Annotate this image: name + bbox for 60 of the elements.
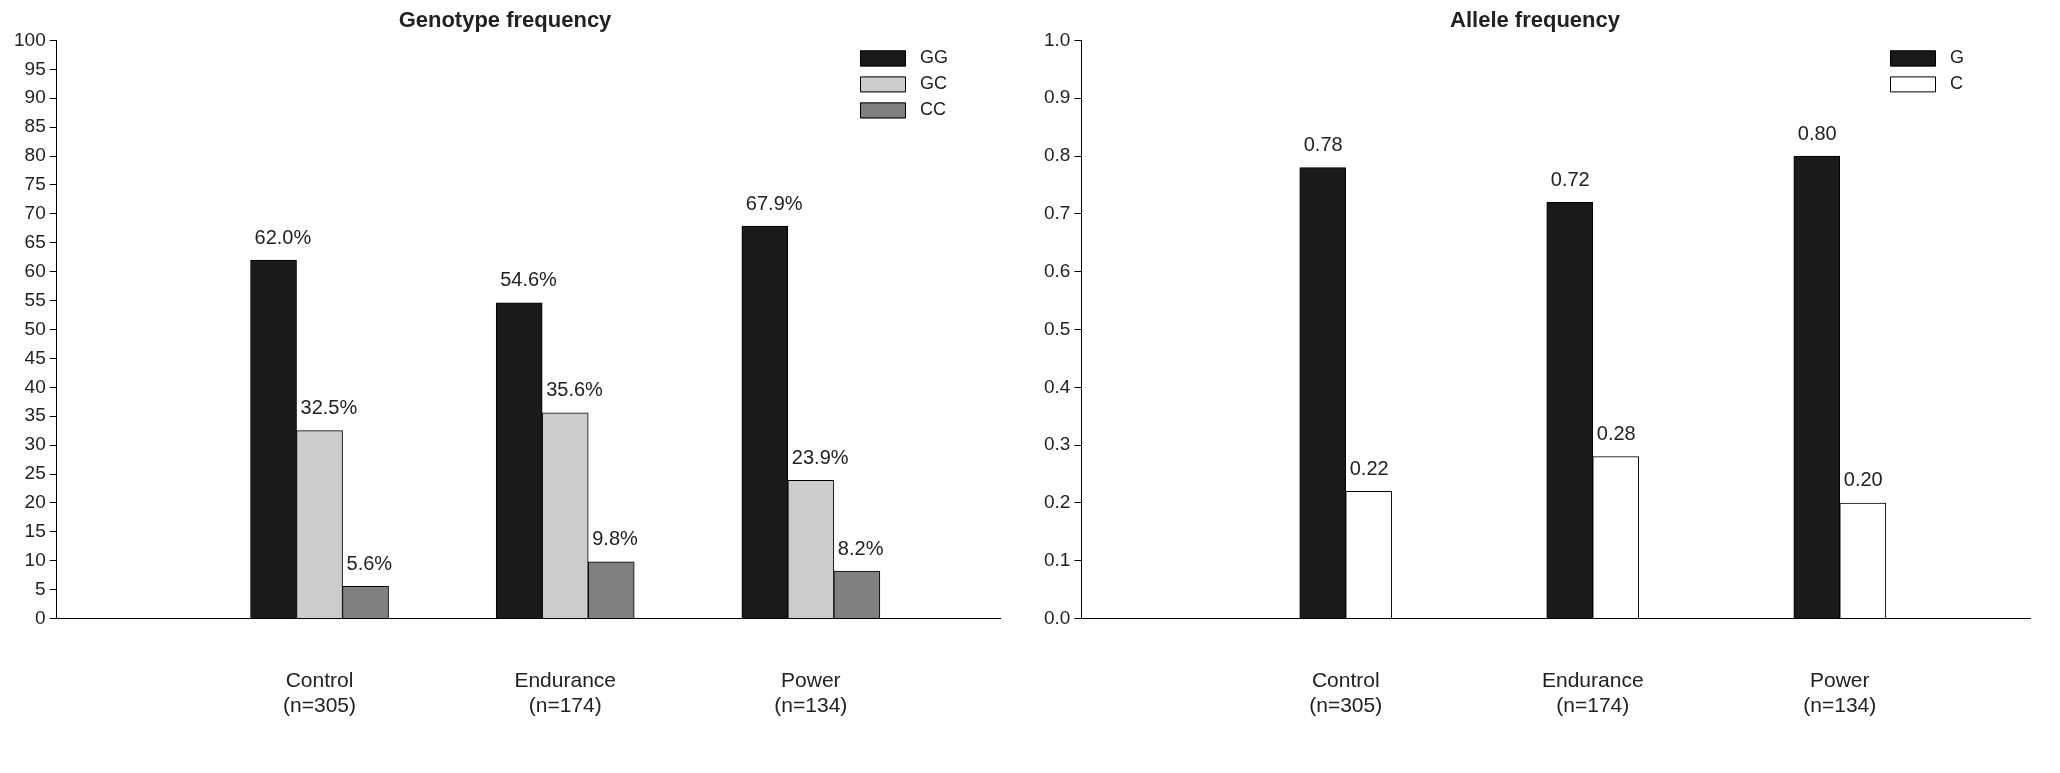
y-tick-label: 0.4 (1043, 375, 1071, 397)
y-tick-label: 0.5 (1043, 317, 1071, 339)
y-tick-label: 35 (24, 404, 46, 426)
y-tick-label: 0 (35, 606, 46, 628)
x-tick-label: Power (n=134) (1803, 668, 1877, 717)
y-tick-label: 1.0 (1043, 28, 1071, 50)
legend-label: GG (920, 47, 949, 68)
y-tick-label: 50 (24, 317, 46, 339)
y-tick-label: 45 (24, 346, 46, 368)
y-tick-label: 55 (24, 288, 46, 310)
data-label: 35.6% (546, 378, 604, 401)
y-tick-label: 80 (24, 144, 46, 166)
x-tick-label: Endurance (n=174) (1541, 668, 1644, 717)
data-label: 9.8% (592, 527, 638, 550)
y-tick-label: 0.7 (1043, 202, 1071, 224)
legend-label: CC (920, 99, 946, 120)
y-tick-label: 0.3 (1043, 433, 1071, 455)
data-label: 0.80 (1797, 121, 1837, 144)
y-tick-label: 10 (24, 549, 46, 571)
y-tick-label: 0.8 (1043, 144, 1071, 166)
y-tick-label: 0.6 (1043, 259, 1071, 281)
y-tick-label: 0.0 (1043, 606, 1071, 628)
x-tick-label: Endurance (n=174) (514, 668, 616, 717)
chart-title: Genotype frequency (398, 7, 613, 33)
y-tick-label: 30 (24, 433, 46, 455)
text: C (1950, 73, 1963, 94)
y-tick-label: 90 (24, 86, 46, 108)
y-tick-label: 85 (24, 115, 46, 137)
y-tick-label: 60 (24, 259, 46, 281)
y-tick-label: 20 (24, 491, 46, 513)
y-tick-label: 95 (24, 57, 46, 79)
data-label: 54.6% (500, 268, 558, 291)
legend-label: GC (920, 73, 947, 94)
y-tick-label: 25 (24, 462, 46, 484)
data-label: 8.2% (837, 536, 884, 559)
y-tick-label: 15 (24, 520, 46, 542)
x-tick-label: Control (n=305) (1309, 668, 1383, 717)
y-tick-label: 75 (24, 173, 46, 195)
y-tick-label: 0.1 (1043, 549, 1071, 571)
y-tick-label: 0.9 (1043, 86, 1071, 108)
data-label: 62.0% (254, 225, 312, 248)
data-label: 0.28 (1596, 422, 1636, 445)
y-tick-label: 0.2 (1043, 491, 1071, 513)
data-label: 0.72 (1550, 167, 1590, 190)
chart-title: Allele frequency (1450, 7, 1621, 33)
data-label: 0.22 (1349, 456, 1389, 479)
y-tick-label: 5 (35, 577, 46, 599)
data-label: 0.78 (1303, 133, 1343, 156)
y-tick-label: 65 (24, 231, 46, 252)
y-tick-label: 100 (14, 28, 46, 50)
y-tick-label: 70 (24, 202, 46, 224)
data-label: 67.9% (745, 191, 803, 214)
legend-label: G (1950, 47, 1965, 68)
x-tick-label: Control (n=305) (283, 668, 357, 717)
data-label: 23.9% (791, 445, 849, 468)
data-label: 0.20 (1843, 468, 1883, 491)
y-tick-label: 40 (24, 375, 46, 397)
x-tick-label: Power (n=134) (774, 668, 848, 717)
data-label: 32.5% (300, 396, 358, 419)
data-label: 5.6% (346, 551, 393, 574)
